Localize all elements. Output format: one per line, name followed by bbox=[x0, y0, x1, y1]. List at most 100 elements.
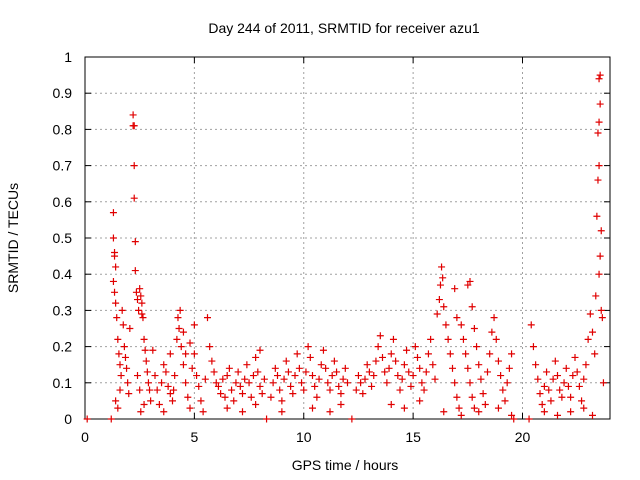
data-point bbox=[501, 397, 509, 405]
data-point bbox=[175, 325, 183, 332]
data-point bbox=[184, 393, 192, 401]
data-point bbox=[162, 368, 170, 376]
data-point bbox=[599, 379, 607, 387]
data-point bbox=[295, 364, 303, 372]
y-tick-label: 0 bbox=[64, 411, 72, 427]
data-point bbox=[453, 314, 461, 322]
data-point bbox=[188, 364, 196, 372]
data-point bbox=[130, 194, 138, 202]
data-point bbox=[396, 386, 404, 394]
x-tick-labels: 0 5 10 15 20 bbox=[81, 429, 530, 445]
data-point bbox=[199, 408, 207, 416]
data-point bbox=[326, 386, 334, 394]
data-point bbox=[592, 292, 600, 300]
data-point bbox=[274, 372, 281, 380]
data-point bbox=[151, 372, 159, 380]
data-point bbox=[160, 408, 168, 416]
data-point bbox=[335, 382, 343, 390]
data-point bbox=[236, 382, 244, 390]
data-point bbox=[387, 401, 395, 409]
data-point bbox=[271, 364, 279, 372]
data-point bbox=[473, 343, 481, 351]
data-point bbox=[400, 404, 408, 412]
data-point bbox=[580, 404, 588, 412]
data-point bbox=[170, 386, 178, 394]
data-point bbox=[368, 382, 376, 390]
y-tick-labels: 0 0.1 0.2 0.3 0.4 0.5 0.6 0.7 0.8 0.9 1 bbox=[53, 49, 73, 427]
data-point bbox=[313, 393, 321, 401]
data-point bbox=[344, 379, 351, 387]
data-point bbox=[155, 401, 163, 409]
data-point bbox=[385, 364, 393, 372]
data-point bbox=[551, 357, 559, 365]
data-point bbox=[116, 386, 124, 394]
data-point bbox=[540, 408, 548, 416]
x-axis-title: GPS time / hours bbox=[292, 457, 399, 473]
data-point bbox=[510, 415, 518, 423]
data-point bbox=[328, 372, 336, 380]
data-point bbox=[545, 386, 553, 394]
data-point bbox=[174, 314, 182, 322]
data-point bbox=[210, 368, 218, 376]
x-tick-label: 10 bbox=[296, 429, 312, 445]
data-point bbox=[164, 382, 172, 390]
data-point bbox=[219, 375, 227, 383]
data-point bbox=[140, 335, 148, 343]
data-point bbox=[562, 364, 570, 372]
data-point bbox=[136, 386, 144, 394]
y-tick-label: 0.6 bbox=[53, 194, 73, 210]
data-point bbox=[538, 401, 546, 409]
data-point bbox=[197, 397, 205, 405]
data-point bbox=[453, 393, 461, 401]
chart-title: Day 244 of 2011, SRMTID for receiver azu… bbox=[208, 20, 480, 36]
data-point bbox=[306, 353, 314, 361]
data-point bbox=[139, 314, 147, 322]
data-point bbox=[484, 368, 491, 376]
data-point bbox=[499, 386, 507, 394]
data-point bbox=[83, 415, 91, 423]
data-point bbox=[596, 71, 604, 79]
data-point bbox=[116, 361, 124, 369]
data-point bbox=[567, 393, 575, 401]
data-point bbox=[169, 397, 176, 405]
data-point bbox=[120, 343, 128, 351]
data-point bbox=[459, 335, 467, 343]
data-point bbox=[289, 390, 297, 398]
data-point bbox=[595, 270, 603, 278]
data-point bbox=[284, 368, 292, 376]
data-point bbox=[578, 397, 586, 405]
data-point bbox=[302, 368, 310, 376]
data-point bbox=[444, 335, 452, 343]
data-point bbox=[186, 339, 194, 347]
data-point bbox=[505, 364, 513, 372]
data-point bbox=[339, 375, 347, 383]
data-point bbox=[389, 335, 397, 343]
data-point bbox=[398, 375, 406, 383]
data-point bbox=[109, 277, 117, 285]
data-points bbox=[83, 71, 607, 423]
data-point bbox=[138, 299, 146, 307]
data-point bbox=[457, 321, 465, 329]
data-point bbox=[589, 411, 596, 419]
data-point bbox=[234, 368, 242, 376]
data-point bbox=[179, 328, 187, 336]
data-point bbox=[171, 372, 179, 380]
data-point bbox=[492, 335, 500, 343]
data-point bbox=[114, 404, 122, 412]
data-point bbox=[455, 404, 463, 412]
data-point bbox=[534, 375, 542, 383]
y-tick-label: 0.2 bbox=[53, 339, 73, 355]
data-point bbox=[158, 379, 166, 387]
data-point bbox=[166, 390, 174, 398]
data-point bbox=[276, 386, 284, 394]
data-point bbox=[201, 375, 209, 383]
data-point bbox=[125, 390, 133, 398]
data-point bbox=[457, 411, 465, 419]
data-point bbox=[129, 122, 137, 130]
data-point bbox=[354, 372, 362, 380]
data-point bbox=[243, 361, 251, 369]
data-point bbox=[594, 176, 602, 184]
data-point bbox=[193, 372, 201, 380]
data-point bbox=[245, 379, 253, 387]
data-point bbox=[383, 379, 391, 387]
